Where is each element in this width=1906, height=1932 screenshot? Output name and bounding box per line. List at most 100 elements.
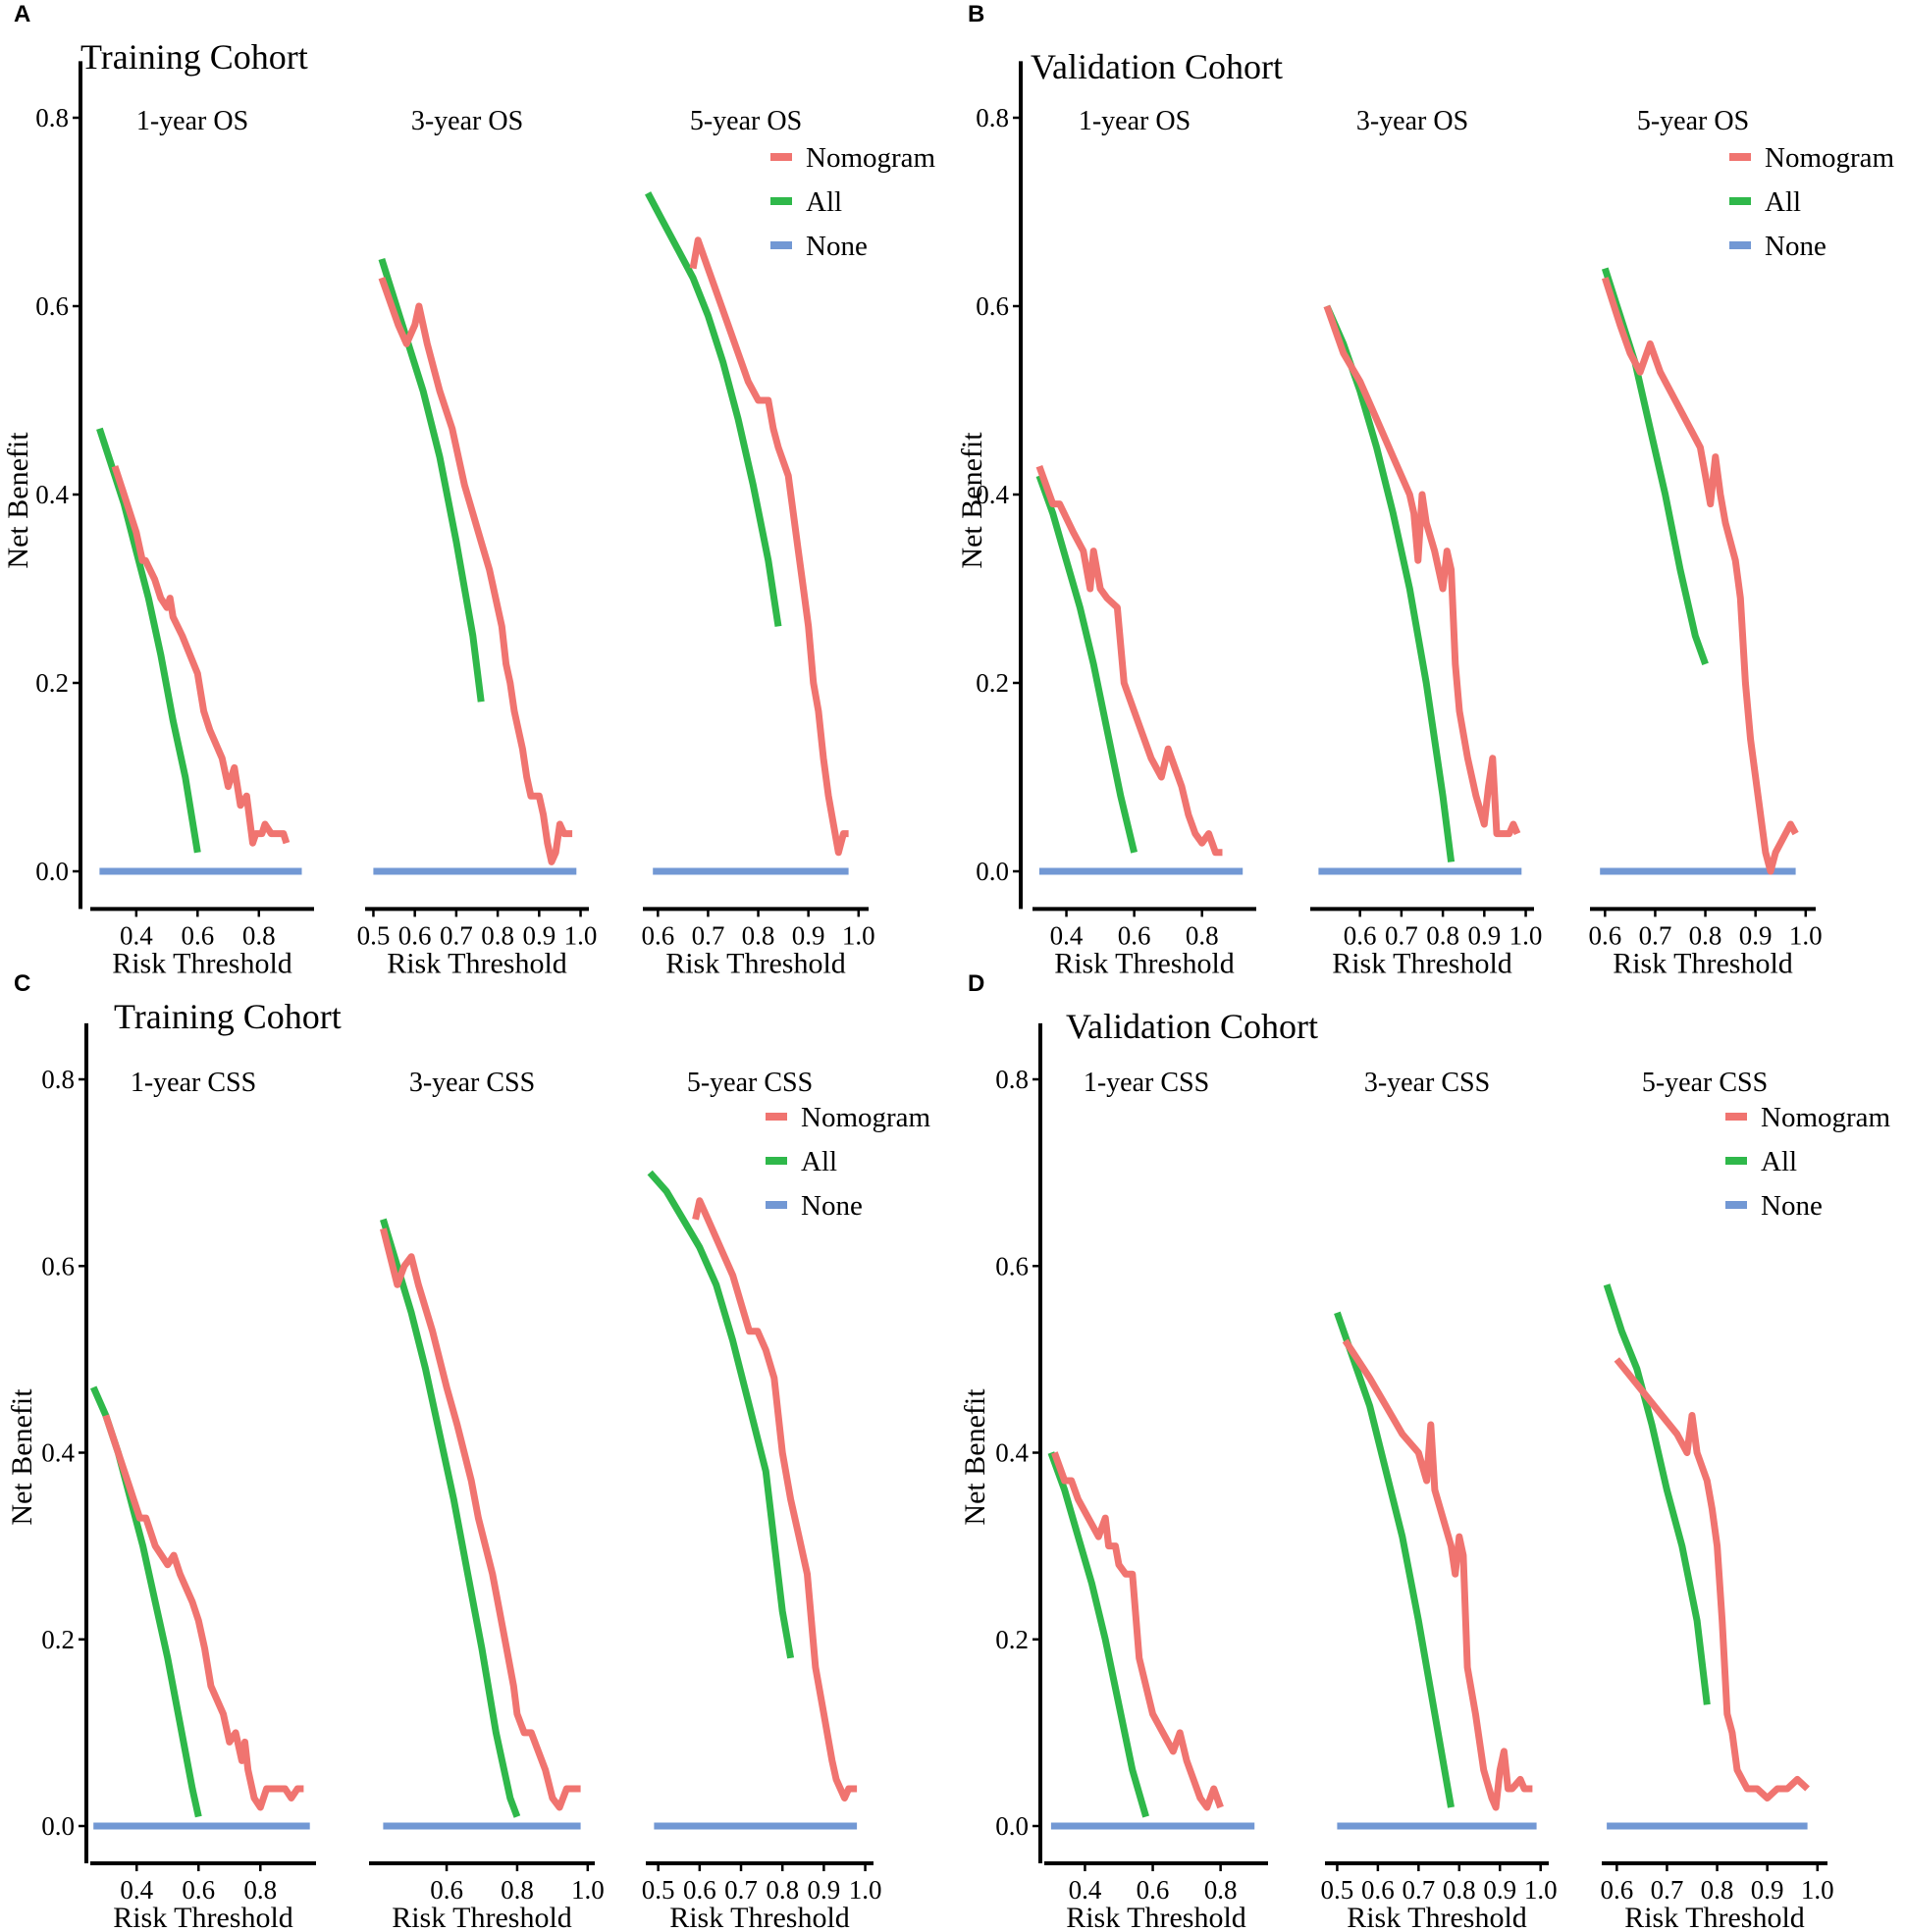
- x-tick-label: 0.8: [501, 1875, 534, 1905]
- series-all-line: [1323, 304, 1456, 862]
- panel-title: Validation Cohort: [1031, 47, 1283, 86]
- series-nomogram-line: [378, 277, 573, 865]
- panel-c: C Training Cohort 0.0 0.2 0.4 0.6 0.8 Net Benef…: [6, 970, 931, 1932]
- series-all-line: [1603, 1283, 1711, 1705]
- x-tick-label: 0.5: [642, 1875, 675, 1905]
- x-tick-label: 0.7: [440, 920, 473, 950]
- panel-a: A Training Cohort 0.0 0.2 0.4 0.6 0.8 Net Benef…: [2, 1, 936, 979]
- series-all-line: [1047, 1451, 1149, 1818]
- x-tick-label: 0.9: [1483, 1875, 1516, 1905]
- y-tick-label: 0.6: [995, 1251, 1029, 1280]
- x-tick-label: 0.9: [1751, 1875, 1784, 1905]
- y-tick-label: 0.8: [41, 1065, 75, 1094]
- x-tick-label: 0.8: [1443, 1875, 1476, 1905]
- panel-letter: C: [14, 970, 30, 997]
- x-axis-label: Risk Threshold: [665, 947, 846, 979]
- facet-title: 1-year CSS: [1084, 1068, 1209, 1098]
- x-tick-label: 0.8: [1186, 920, 1219, 950]
- legend-label-nomogram: Nomogram: [801, 1102, 931, 1133]
- facet-title: 1-year OS: [136, 106, 248, 136]
- x-tick-label: 0.6: [1600, 1875, 1633, 1905]
- legend-label-none: None: [801, 1190, 863, 1222]
- y-tick-label: 0.8: [995, 1065, 1029, 1094]
- x-tick-label: 0.8: [1689, 920, 1722, 950]
- x-tick-label: 0.6: [1361, 1875, 1395, 1905]
- facet-title: 3-year CSS: [1364, 1068, 1490, 1098]
- legend-label-nomogram: Nomogram: [1765, 142, 1895, 174]
- x-tick-label: 0.9: [1467, 920, 1501, 950]
- x-axis-label: Risk Threshold: [1066, 1902, 1246, 1932]
- y-tick-label: 0.2: [41, 1625, 75, 1654]
- y-tick-label: 0.8: [35, 103, 69, 132]
- series-nomogram-line: [1342, 1338, 1533, 1811]
- x-tick-label: 1.0: [564, 920, 598, 950]
- x-tick-label: 1.0: [1789, 920, 1823, 950]
- facet-title: 3-year CSS: [409, 1068, 535, 1098]
- x-tick-label: 1.0: [1524, 1875, 1558, 1905]
- x-tick-label: 1.0: [1801, 1875, 1834, 1905]
- x-tick-label: 0.6: [1118, 920, 1151, 950]
- x-tick-label: 0.7: [1402, 1875, 1435, 1905]
- x-axis-label: Risk Threshold: [1624, 1902, 1805, 1932]
- y-tick-label: 0.2: [976, 668, 1009, 698]
- series-nomogram-line: [111, 465, 291, 847]
- legend-label-none: None: [1761, 1190, 1823, 1222]
- x-tick-label: 1.0: [849, 1875, 882, 1905]
- y-axis-label: Net Benefit: [2, 432, 34, 569]
- panel-d: D Validation Cohort 0.0 0.2 0.4 0.6 0.8 Net Ben…: [959, 970, 1891, 1932]
- y-axis-label: Net Benefit: [956, 432, 988, 569]
- x-axis-label: Risk Threshold: [1054, 947, 1235, 979]
- x-tick-label: 0.6: [1137, 1875, 1170, 1905]
- series-all-line: [380, 1218, 521, 1818]
- y-tick-label: 0.6: [976, 291, 1009, 321]
- x-axis-label: Risk Threshold: [392, 1902, 572, 1932]
- legend: Nomogram All None: [1729, 142, 1895, 262]
- x-tick-label: 0.8: [742, 920, 775, 950]
- series-nomogram-line: [1051, 1451, 1224, 1811]
- legend-label-nomogram: Nomogram: [1761, 1102, 1891, 1133]
- y-tick-label: 0.8: [976, 103, 1009, 132]
- series-nomogram-line: [1614, 1357, 1810, 1801]
- x-tick-label: 0.6: [641, 920, 674, 950]
- legend-label-all: All: [806, 186, 842, 218]
- x-tick-label: 0.8: [1204, 1875, 1238, 1905]
- legend-label-all: All: [1761, 1146, 1797, 1177]
- x-axis-label: Risk Threshold: [1332, 947, 1512, 979]
- x-tick-label: 0.7: [724, 1875, 758, 1905]
- x-tick-label: 0.6: [398, 920, 432, 950]
- x-tick-label: 0.8: [243, 1875, 277, 1905]
- x-tick-label: 0.9: [808, 1875, 841, 1905]
- x-tick-label: 1.0: [571, 1875, 605, 1905]
- facet-title: 5-year CSS: [687, 1068, 813, 1098]
- y-tick-label: 0.4: [41, 1438, 75, 1468]
- x-tick-label: 0.7: [1651, 1875, 1684, 1905]
- y-tick-label: 0.6: [35, 291, 69, 321]
- x-tick-label: 0.6: [181, 920, 214, 950]
- facet-title: 5-year CSS: [1642, 1068, 1768, 1098]
- series-nomogram-line: [1035, 465, 1223, 857]
- x-axis-label: Risk Threshold: [387, 947, 567, 979]
- y-axis-label: Net Benefit: [959, 1388, 991, 1526]
- x-tick-label: 0.7: [1639, 920, 1672, 950]
- series-nomogram-line: [692, 1197, 858, 1801]
- x-tick-label: 0.9: [522, 920, 556, 950]
- legend-label-all: All: [801, 1146, 837, 1177]
- legend: Nomogram All None: [1725, 1102, 1891, 1222]
- x-axis-label: Risk Threshold: [669, 1902, 850, 1932]
- facet-title: 5-year OS: [1637, 106, 1749, 136]
- x-tick-label: 0.6: [1588, 920, 1621, 950]
- facet-title: 1-year OS: [1079, 106, 1191, 136]
- x-tick-label: 0.5: [357, 920, 391, 950]
- x-tick-label: 0.8: [242, 920, 276, 950]
- x-tick-label: 0.4: [120, 920, 153, 950]
- legend-label-none: None: [1765, 231, 1827, 262]
- x-tick-label: 0.4: [120, 1875, 153, 1905]
- x-axis-label: Risk Threshold: [1347, 1902, 1527, 1932]
- y-tick-label: 0.0: [35, 857, 69, 886]
